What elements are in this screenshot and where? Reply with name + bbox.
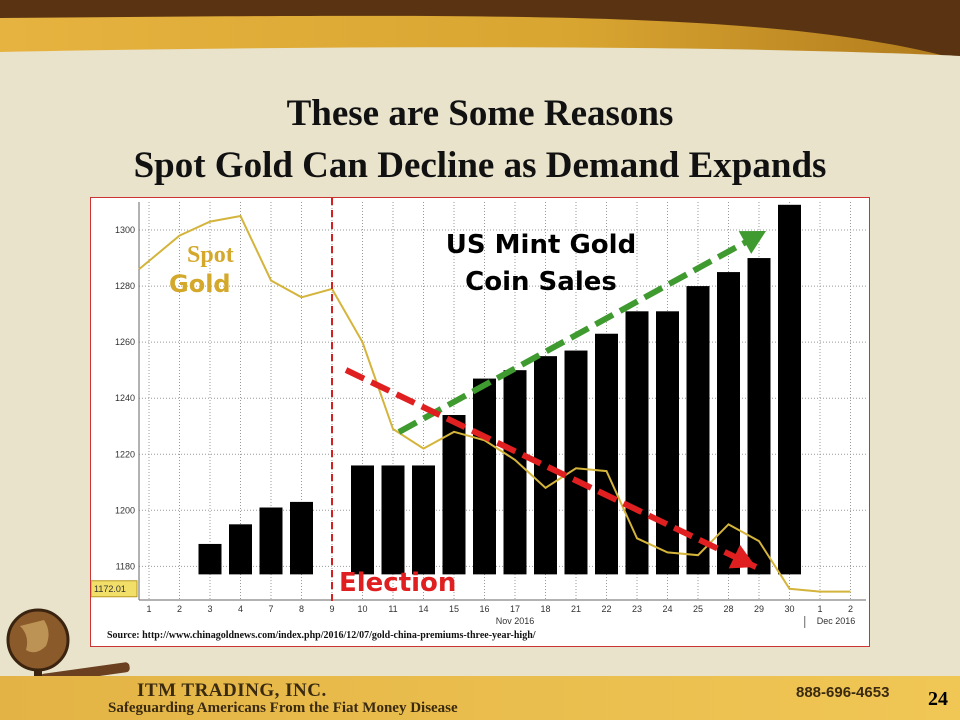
x-tick-label: 8 — [299, 604, 304, 614]
x-tick-label: 10 — [357, 604, 367, 614]
x-tick-label: 2 — [177, 604, 182, 614]
x-tick-label: 3 — [207, 604, 212, 614]
spot-label: Spot — [187, 242, 234, 268]
y-tick-label: 1180 — [116, 561, 135, 571]
x-tick-label: 9 — [329, 604, 334, 614]
decline-arrow-head — [728, 544, 756, 569]
coin-sales-bar — [442, 415, 466, 575]
x-tick-label: 11 — [388, 604, 397, 614]
x-tick-label: 30 — [784, 604, 794, 614]
coin-sales-bar — [290, 501, 313, 575]
x-tick-label: 18 — [540, 604, 550, 614]
gold-label: Gold — [169, 270, 231, 298]
coin-sales-bar — [229, 524, 252, 575]
x-tick-label: 4 — [238, 604, 243, 614]
election-label: Election — [339, 568, 456, 598]
coin-sales-bar — [564, 350, 588, 575]
chart-source: Source: http://www.chinagoldnews.com/ind… — [107, 630, 536, 641]
coin-sales-bar — [534, 356, 557, 575]
x-tick-label: 23 — [632, 604, 642, 614]
decline-arrow-shaft — [344, 367, 758, 570]
coin-sales-bar — [595, 333, 618, 575]
growth-arrow-shaft — [397, 228, 768, 435]
coin-sales-bar — [778, 204, 801, 575]
coin-sales-bar — [381, 465, 405, 575]
company-name: ITM TRADING, INC. — [137, 680, 327, 701]
x-tick-label: 28 — [723, 604, 733, 614]
month-label: Dec 2016 — [817, 616, 856, 626]
bar-series-label-line-2: Coin Sales — [465, 267, 617, 297]
x-tick-label: 29 — [754, 604, 764, 614]
x-tick-label: 25 — [693, 604, 703, 614]
coin-sales-bar — [473, 378, 496, 575]
coin-sales-bar — [686, 286, 710, 575]
y-tick-label: 1200 — [115, 505, 135, 515]
x-tick-label: 22 — [601, 604, 611, 614]
company-tagline: Safeguarding Americans From the Fiat Mon… — [108, 700, 458, 716]
x-tick-label: 17 — [510, 604, 520, 614]
growth-arrow-head — [738, 231, 766, 254]
page-number: 24 — [928, 688, 948, 710]
slide-title-line-2: Spot Gold Can Decline as Demand Expands — [133, 145, 827, 186]
y-tick-label: 1240 — [115, 393, 135, 403]
footer-banner — [0, 676, 960, 720]
top-banner — [0, 0, 960, 60]
month-label: Nov 2016 — [496, 616, 535, 626]
y-tick-label: 1300 — [115, 225, 135, 235]
slide-title-line-1: These are Some Reasons — [286, 93, 674, 134]
x-tick-label: 15 — [449, 604, 459, 614]
x-tick-label: 16 — [479, 604, 489, 614]
spot-gold-line — [138, 214, 851, 593]
y-tick-label: 1280 — [115, 281, 135, 291]
coin-sales-bar — [625, 311, 649, 575]
phone-number: 888-696-4653 — [796, 684, 890, 701]
coin-sales-bar — [656, 311, 679, 575]
x-tick-label: 14 — [418, 604, 428, 614]
x-tick-label: 1 — [817, 604, 822, 614]
coin-sales-bar — [198, 543, 222, 575]
x-tick-label: 2 — [848, 604, 853, 614]
coin-sales-bar — [747, 258, 771, 575]
coin-sales-bar — [717, 272, 740, 575]
y-tick-label: 1260 — [115, 337, 135, 347]
bar-series-label-line-1: US Mint Gold — [446, 230, 636, 260]
x-tick-label: 7 — [268, 604, 273, 614]
last-price-marker — [91, 580, 138, 598]
coin-sales-bar — [503, 370, 527, 575]
coin-sales-bar — [351, 465, 374, 575]
coin-sales-bar — [412, 465, 435, 575]
x-tick-label: 21 — [571, 604, 581, 614]
x-tick-label: 1 — [146, 604, 151, 614]
last-price-label: 1172.01 — [94, 584, 126, 594]
x-tick-label: 24 — [662, 604, 672, 614]
coin-sales-bar — [259, 507, 283, 575]
y-tick-label: 1220 — [115, 449, 135, 459]
chart-panel: 1180 1200 1220 1240 1260 1280 1300 1 2 3 4 7 8 9 10 11 1… — [90, 197, 870, 647]
